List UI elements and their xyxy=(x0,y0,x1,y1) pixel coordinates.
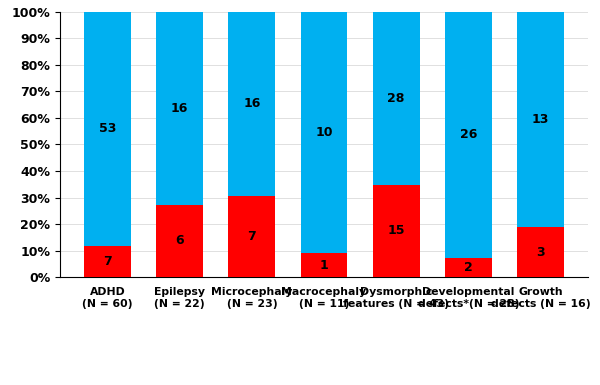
Bar xyxy=(373,184,419,277)
Bar xyxy=(373,12,419,184)
Text: 7: 7 xyxy=(103,255,112,268)
Bar xyxy=(229,12,275,196)
Bar xyxy=(301,12,347,253)
Text: 10: 10 xyxy=(315,126,333,139)
Text: 53: 53 xyxy=(99,122,116,136)
Text: 13: 13 xyxy=(532,113,549,126)
Text: 1: 1 xyxy=(320,259,328,272)
Bar xyxy=(301,253,347,277)
Bar xyxy=(517,12,564,228)
Bar xyxy=(84,12,131,246)
Text: 16: 16 xyxy=(171,102,188,115)
Text: 2: 2 xyxy=(464,261,473,274)
Bar xyxy=(156,12,203,205)
Bar xyxy=(445,258,492,277)
Bar xyxy=(445,12,492,258)
Text: 28: 28 xyxy=(388,92,405,105)
Bar xyxy=(156,205,203,277)
Text: 7: 7 xyxy=(247,230,256,243)
Bar xyxy=(229,196,275,277)
Text: 6: 6 xyxy=(175,234,184,248)
Text: 26: 26 xyxy=(460,128,477,141)
Text: 3: 3 xyxy=(536,246,545,259)
Text: 15: 15 xyxy=(388,224,405,238)
Bar xyxy=(517,228,564,277)
Text: 16: 16 xyxy=(243,97,260,110)
Bar xyxy=(84,246,131,277)
